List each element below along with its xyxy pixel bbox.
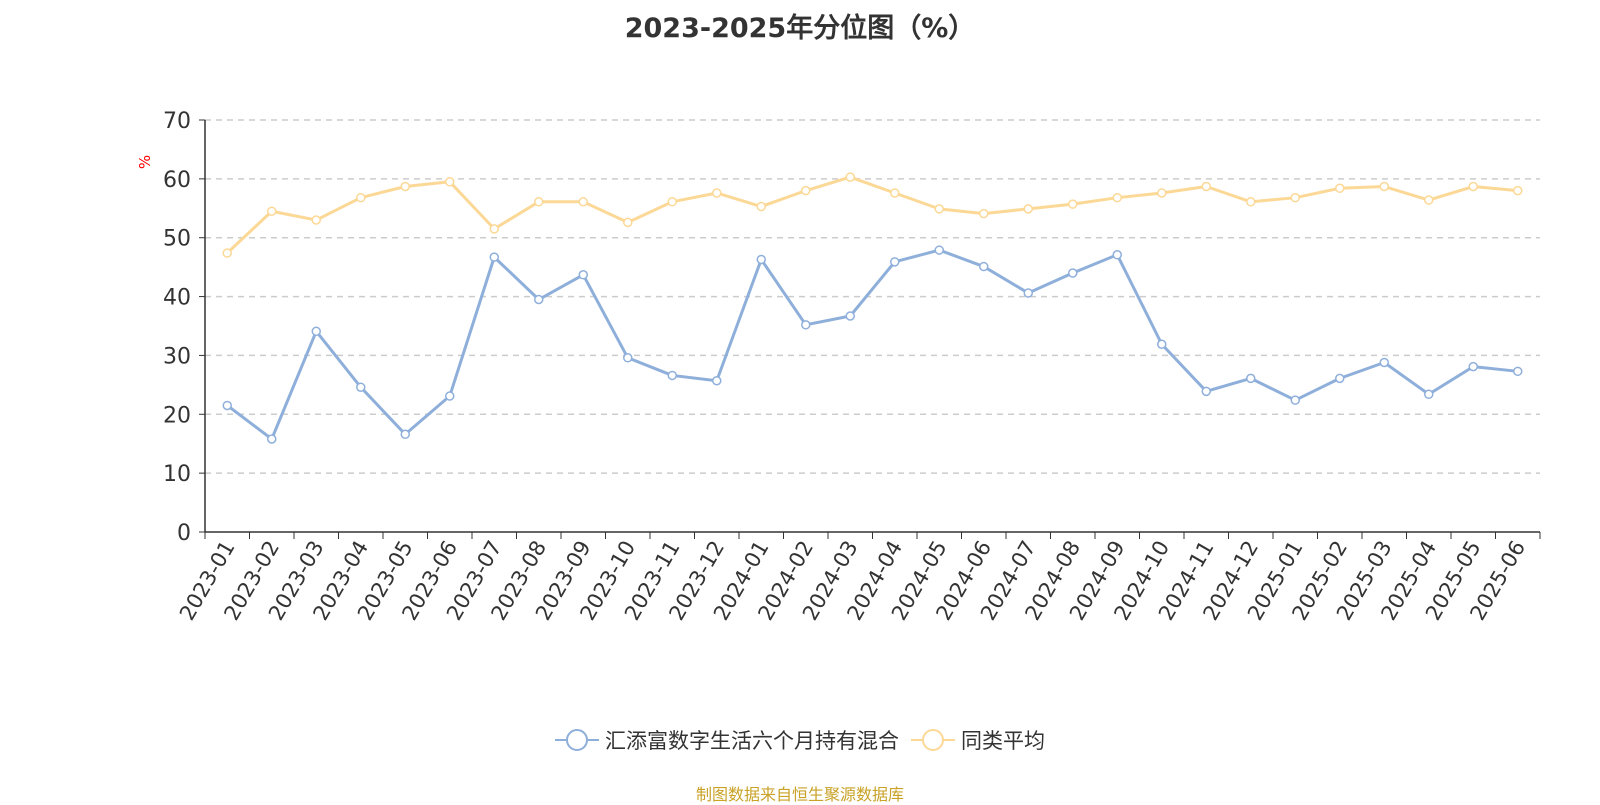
data-point-series-2[interactable] [1023, 204, 1033, 214]
data-point-series-2[interactable] [311, 215, 321, 225]
data-point-series-1[interactable] [1112, 250, 1122, 260]
data-point-series-1[interactable] [801, 320, 811, 330]
data-point-series-2[interactable] [1246, 197, 1256, 207]
data-point-series-1[interactable] [1513, 366, 1523, 377]
y-tick-label: 20 [163, 403, 191, 428]
data-point-series-1[interactable] [1290, 395, 1300, 405]
legend-label-series-1: 汇添富数字生活六个月持有混合 [605, 729, 899, 753]
data-point-series-1[interactable] [890, 257, 900, 267]
data-point-series-1[interactable] [445, 391, 455, 401]
data-point-series-2[interactable] [801, 185, 811, 196]
data-point-series-2[interactable] [756, 201, 766, 212]
y-tick-label: 60 [163, 168, 191, 193]
data-point-series-2[interactable] [667, 197, 677, 207]
data-point-series-2[interactable] [1468, 181, 1478, 192]
y-axis-label: % [136, 155, 154, 169]
data-point-series-2[interactable] [1157, 188, 1167, 198]
data-point-series-2[interactable] [1379, 181, 1389, 192]
data-point-series-1[interactable] [667, 370, 677, 381]
data-point-series-2[interactable] [400, 181, 410, 192]
data-point-series-1[interactable] [267, 434, 277, 444]
axes: 010203040506070%2023-012023-022023-03202… [136, 109, 1541, 624]
data-point-series-1[interactable] [489, 252, 499, 262]
data-point-series-1[interactable] [311, 326, 321, 337]
data-point-series-2[interactable] [1335, 183, 1345, 194]
chart-title: 2023-2025年分位图（%） [624, 13, 976, 44]
data-point-series-2[interactable] [712, 188, 722, 198]
data-point-series-1[interactable] [356, 382, 366, 392]
data-point-series-1[interactable] [222, 400, 232, 411]
data-point-series-1[interactable] [756, 254, 766, 265]
data-point-series-2[interactable] [445, 177, 455, 187]
legend-item-series-1[interactable]: 汇添富数字生活六个月持有混合 [555, 725, 899, 755]
data-point-series-1[interactable] [1379, 357, 1389, 368]
data-point-series-2[interactable] [578, 197, 588, 207]
data-point-series-1[interactable] [1335, 373, 1345, 384]
legend-marker-series-2 [911, 729, 955, 751]
data-point-series-1[interactable] [934, 245, 944, 255]
data-point-series-1[interactable] [1068, 268, 1078, 278]
data-point-series-1[interactable] [1468, 361, 1478, 372]
legend-marker-series-1 [555, 729, 599, 751]
data-point-series-2[interactable] [1290, 192, 1300, 203]
source-note: 制图数据来自恒生聚源数据库 [695, 785, 904, 804]
y-tick-label: 50 [163, 227, 191, 252]
data-point-series-1[interactable] [1157, 339, 1167, 349]
y-tick-label: 0 [177, 521, 191, 546]
data-point-series-1[interactable] [979, 261, 989, 272]
data-point-series-1[interactable] [578, 270, 588, 280]
data-point-series-2[interactable] [979, 208, 989, 219]
data-point-series-2[interactable] [222, 248, 232, 258]
data-point-series-2[interactable] [623, 217, 633, 228]
data-point-series-2[interactable] [890, 188, 900, 198]
legend-item-series-2[interactable]: 同类平均 [911, 725, 1045, 755]
y-tick-label: 10 [163, 462, 191, 487]
data-point-series-2[interactable] [1513, 185, 1523, 196]
chart-plot: 010203040506070%2023-012023-022023-03202… [136, 109, 1541, 624]
grid-lines [205, 119, 1540, 474]
data-point-series-2[interactable] [1068, 199, 1078, 209]
data-point-series-1[interactable] [1201, 386, 1211, 397]
data-point-series-2[interactable] [934, 204, 944, 214]
y-tick-label: 70 [163, 109, 191, 134]
data-point-series-2[interactable] [534, 197, 544, 207]
data-point-series-2[interactable] [1424, 195, 1434, 205]
data-point-series-2[interactable] [267, 206, 277, 216]
data-point-series-2[interactable] [1112, 192, 1122, 203]
legend: 汇添富数字生活六个月持有混合 同类平均 [0, 722, 1600, 758]
data-point-series-1[interactable] [712, 375, 722, 386]
data-point-series-1[interactable] [1246, 373, 1256, 384]
data-point-series-2[interactable] [1201, 181, 1211, 192]
data-point-series-2[interactable] [845, 172, 855, 182]
legend-label-series-2: 同类平均 [961, 729, 1045, 753]
data-point-series-1[interactable] [400, 429, 410, 440]
y-tick-label: 40 [163, 286, 191, 311]
data-point-series-1[interactable] [845, 311, 855, 321]
data-point-series-1[interactable] [534, 294, 544, 305]
series-lines [222, 172, 1523, 444]
data-point-series-2[interactable] [356, 192, 366, 203]
data-point-series-1[interactable] [1023, 288, 1033, 298]
y-tick-label: 30 [163, 344, 191, 369]
data-point-series-1[interactable] [1424, 389, 1434, 400]
data-point-series-2[interactable] [489, 224, 499, 234]
series-line-1 [226, 248, 1518, 441]
series-line-2 [226, 175, 1518, 255]
data-point-series-1[interactable] [623, 353, 633, 363]
